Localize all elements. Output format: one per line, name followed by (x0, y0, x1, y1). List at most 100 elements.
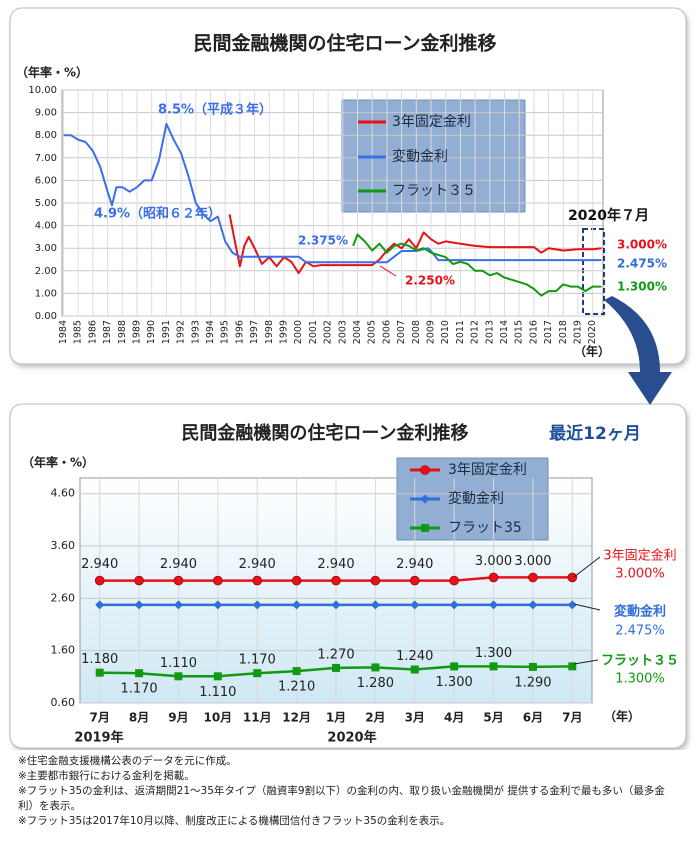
marker (173, 600, 183, 610)
x-tick-label: 1991 (161, 320, 172, 344)
x-tick-label: 2014 (499, 320, 510, 344)
annotation: 8.5%（平成３年） (158, 102, 272, 118)
marker (94, 575, 105, 586)
x-tick-label: 10月 (203, 711, 232, 725)
note: ※フラット35の金利は、返済期間21～35年タイプ（融資率9割以下）の金利の内、… (18, 785, 665, 812)
x-tick-label: 2009 (425, 320, 436, 344)
y-tick-label: 2.60 (51, 591, 76, 604)
y-tick-label: 3.00 (35, 243, 57, 254)
annotation: フラット３５ (601, 654, 679, 669)
annotation: 2.375% (298, 234, 348, 248)
y-tick-label: 0.00 (35, 311, 57, 322)
marker (449, 600, 459, 610)
legend-label: フラット３５ (392, 183, 476, 199)
x-tick-label: 2002 (323, 320, 334, 344)
x-tick-label: 2005 (367, 320, 378, 344)
annotation: 変動金利 (614, 604, 666, 620)
x-tick-label: 1994 (205, 320, 216, 344)
x-tick-label: 11月 (243, 711, 272, 725)
chart-title: 民間金融機関の住宅ローン金利推移 (193, 32, 496, 55)
x-tick-label: 2015 (514, 320, 525, 344)
legend-label: フラット35 (448, 520, 522, 536)
y-tick-label: 1.60 (51, 644, 76, 657)
x-tick-label: 2000 (293, 320, 304, 344)
marker (370, 575, 381, 586)
legend-label: 3年固定金利 (448, 462, 527, 478)
marker (332, 663, 340, 672)
x-tick-label: 2006 (381, 320, 392, 344)
x-tick-label: 2008 (411, 320, 422, 344)
annotation: 3年固定金利 (603, 548, 676, 564)
x-tick-label: 2016 (528, 320, 539, 344)
annotation: 4.9%（昭和６２年） (94, 206, 221, 222)
marker (410, 600, 420, 610)
data-label: 1.300 (436, 675, 473, 690)
marker (213, 672, 222, 681)
marker (213, 575, 223, 586)
period-label: 2019年 (74, 730, 123, 746)
notes: ※住宅金融支援機構公表のデータを元に作成。 ※主要都市銀行における金利を掲載。 ※フ… (18, 754, 678, 829)
series-line (63, 122, 602, 264)
y-tick-label: 1.00 (35, 288, 57, 299)
x-tick-label: 1987 (102, 320, 113, 344)
x-tick-label: 1月 (326, 711, 346, 725)
x-tick-label: 1999 (278, 320, 289, 344)
data-label: 3.000 (475, 554, 512, 569)
x-tick-label: 1988 (117, 320, 128, 344)
marker (253, 669, 262, 678)
x-tick-label: 1993 (190, 320, 201, 344)
annotation: 3.000% (615, 567, 665, 582)
data-label: 1.210 (278, 680, 315, 695)
x-tick-label: 4月 (444, 711, 464, 725)
marker (528, 600, 538, 610)
x-tick-label: 6月 (523, 711, 543, 725)
x-tick-label: 2003 (337, 320, 348, 344)
arrow (604, 296, 672, 405)
x-tick-label: 9月 (168, 711, 188, 725)
highlight-box (582, 228, 605, 315)
leader-line (573, 659, 599, 665)
marker (292, 667, 301, 676)
note: ※住宅金融支援機構公表のデータを元に作成。 (18, 755, 237, 767)
x-tick-label: 1986 (87, 320, 98, 344)
data-label: 2.940 (160, 557, 197, 572)
series-line (228, 214, 602, 275)
marker (421, 524, 429, 532)
x-tick-label: 2012 (470, 320, 481, 344)
data-label: 1.110 (199, 685, 236, 700)
x-tick-label: 8月 (129, 711, 149, 725)
x-tick-label: 2017 (543, 320, 554, 344)
marker (331, 575, 341, 586)
y-tick-label: 4.00 (35, 221, 57, 232)
y-tick-label: 2.00 (35, 266, 57, 277)
marker (174, 672, 183, 681)
marker (370, 600, 380, 610)
x-tick-label: 1985 (73, 320, 84, 344)
marker (371, 663, 380, 672)
charts: 民間金融機関の住宅ローン金利推移 （年率・%） （年） 0.00 1.00 2.00 3.0… (9, 7, 687, 749)
annotation: 3.000% (617, 238, 667, 252)
x-axis-label: （年） (574, 344, 610, 359)
marker (568, 662, 577, 671)
y-tick-label: 6.00 (35, 175, 57, 186)
marker (252, 575, 263, 586)
legend-label: 変動金利 (392, 148, 448, 165)
marker (252, 600, 262, 610)
x-tick-label: 3月 (405, 711, 425, 725)
x-tick-label: 7月 (562, 711, 582, 725)
y-tick-label: 10.00 (28, 85, 57, 96)
y-tick-label: 3.60 (51, 539, 76, 552)
x-axis-label: （年） (604, 709, 640, 724)
y-tick-label: 0.60 (51, 696, 76, 709)
y-axis-label: （年率・%） (16, 65, 88, 80)
marker (409, 575, 420, 586)
data-label: 1.270 (317, 647, 354, 662)
x-tick-label: 7月 (90, 711, 110, 725)
data-label: 2.940 (81, 557, 118, 572)
marker (173, 575, 184, 586)
marker (528, 572, 538, 583)
marker (331, 600, 341, 610)
period-label: 2020年 (327, 730, 376, 746)
x-tick-label: 2018 (558, 320, 569, 344)
